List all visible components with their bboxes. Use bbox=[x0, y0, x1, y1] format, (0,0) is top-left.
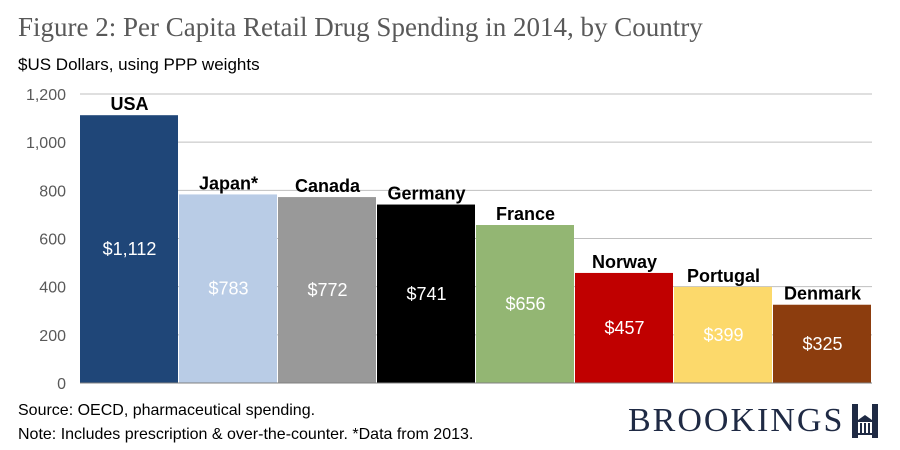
data-label: $741 bbox=[406, 284, 446, 304]
y-tick-label: 1,000 bbox=[26, 135, 66, 152]
data-label: $772 bbox=[307, 280, 347, 300]
source-note: Source: OECD, pharmaceutical spending. bbox=[18, 402, 316, 419]
brookings-logo: BROOKINGS bbox=[628, 402, 880, 440]
bar bbox=[377, 204, 475, 383]
category-label: France bbox=[496, 204, 555, 224]
bar bbox=[179, 194, 277, 383]
footnote: Note: Includes prescription & over-the-c… bbox=[18, 426, 474, 443]
bar bbox=[773, 304, 871, 383]
y-tick-label: 1,200 bbox=[26, 87, 66, 104]
chart-title: Figure 2: Per Capita Retail Drug Spendin… bbox=[18, 12, 703, 42]
category-label: Norway bbox=[592, 252, 657, 272]
data-label: $783 bbox=[208, 279, 248, 299]
y-tick-label: 600 bbox=[39, 232, 66, 249]
y-tick-label: 200 bbox=[39, 328, 66, 345]
data-label: $457 bbox=[604, 318, 644, 338]
y-tick-label: 0 bbox=[57, 376, 66, 393]
category-label: USA bbox=[110, 94, 148, 114]
category-label: Japan* bbox=[199, 173, 258, 193]
bar bbox=[80, 115, 178, 384]
data-label: $399 bbox=[703, 325, 743, 345]
category-label: Canada bbox=[295, 176, 361, 196]
logo-wordmark: BROOKINGS bbox=[628, 402, 845, 439]
y-tick-label: 800 bbox=[39, 183, 66, 200]
bar bbox=[674, 286, 772, 383]
bar bbox=[476, 225, 574, 383]
bar bbox=[278, 197, 376, 383]
data-label: $1,112 bbox=[103, 239, 157, 259]
category-label: Portugal bbox=[687, 266, 760, 286]
building-icon bbox=[852, 404, 879, 438]
y-tick-label: 400 bbox=[39, 280, 66, 297]
bar bbox=[575, 272, 673, 383]
category-label: Germany bbox=[387, 184, 465, 204]
category-label: Denmark bbox=[784, 284, 862, 304]
data-label: $656 bbox=[505, 294, 545, 314]
y-axis-label: $US Dollars, using PPP weights bbox=[18, 55, 260, 74]
data-label: $325 bbox=[802, 334, 842, 354]
